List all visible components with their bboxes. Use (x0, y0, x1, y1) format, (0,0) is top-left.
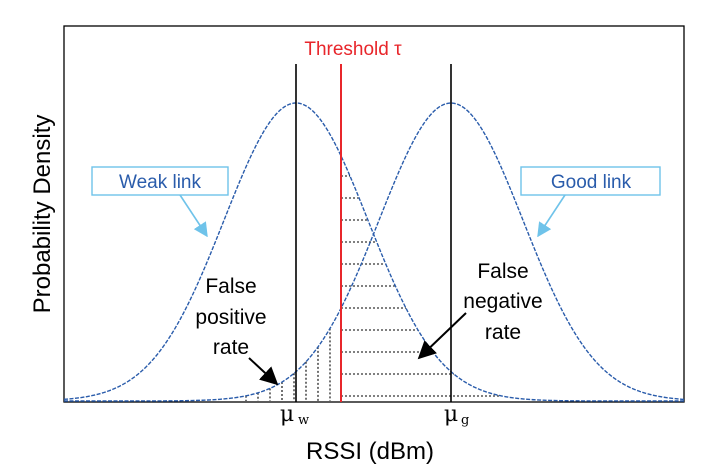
error-region-hatch (245, 175, 502, 401)
weak-link-label: Weak link (119, 172, 202, 193)
good-link-curve (64, 102, 685, 402)
mean-weak-label: μ (280, 402, 294, 427)
weak-link-pointer (179, 194, 208, 238)
false-positive-arrow (248, 357, 279, 386)
plot-frame (63, 25, 685, 403)
mean-good-label: μ (444, 402, 458, 427)
false-positive-line1: False (205, 275, 256, 298)
weak-link-curve (63, 102, 684, 402)
false-negative-arrow (417, 312, 467, 360)
x-axis-label: RSSI (dBm) (306, 438, 434, 465)
good-link-pointer (537, 194, 566, 238)
good-link-label: Good link (551, 172, 632, 193)
false-positive-line2: positive (195, 306, 266, 329)
false-negative-line3: rate (485, 321, 521, 344)
false-negative-line1: False (477, 260, 528, 283)
y-axis-label: Probability Density (29, 115, 56, 314)
false-negative-line2: negative (463, 290, 542, 313)
good-link-callout-box (520, 166, 661, 196)
threshold-label: Threshold τ (304, 39, 402, 60)
mean-weak-subscript: w (298, 413, 309, 428)
weak-link-callout-box (91, 166, 229, 196)
false-positive-line3: rate (213, 336, 249, 359)
mean-good-subscript: g (461, 413, 469, 428)
